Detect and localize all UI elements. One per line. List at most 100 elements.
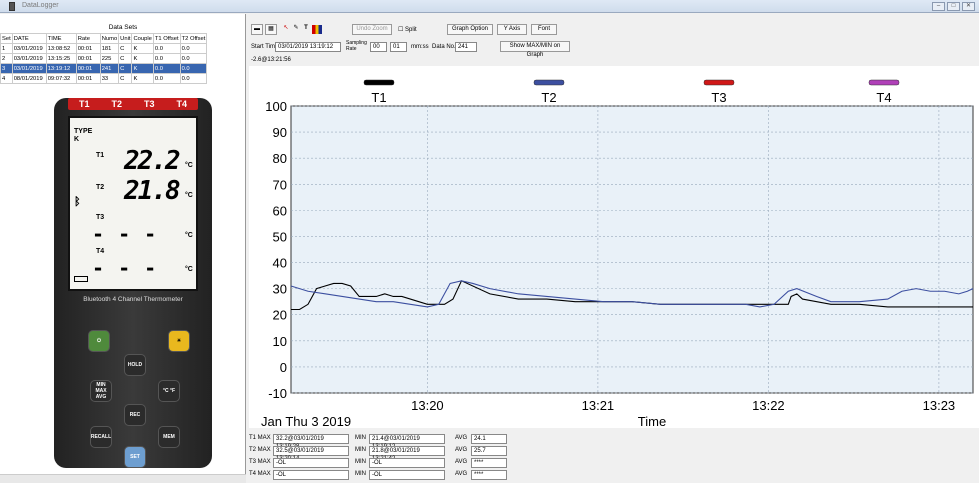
maximize-button[interactable]: □ <box>947 2 960 11</box>
temperature-chart[interactable]: -10 0 10 20 30 40 50 60 70 80 90 100 13:20 13:21 13:22… <box>249 66 979 429</box>
dataset-row[interactable]: 4 08/01/2019 09:07:32 00:01 33 C K 0.0 0.0 <box>0 73 208 84</box>
type-label: TYPE <box>74 128 93 135</box>
start-time-field[interactable]: 03/01/2019 13:19:12 <box>275 42 341 52</box>
table-cell: 13:19:12 <box>45 63 77 74</box>
rate-hours-select[interactable]: 00 <box>370 42 387 52</box>
avg-label: AVG <box>455 459 468 465</box>
table-cell: K <box>131 53 154 64</box>
color-palette-icon[interactable] <box>312 25 322 34</box>
legend-label-t2: T2 <box>541 90 556 105</box>
avg-field[interactable]: **** <box>471 470 507 480</box>
dataset-row[interactable]: 2 03/01/2019 13:15:25 00:01 225 C K 0.0 0.0 <box>0 53 208 64</box>
chan-t1: T1 <box>78 99 90 109</box>
y-tick-label: 90 <box>273 125 287 140</box>
table-cell: 0.0 <box>152 43 181 54</box>
min-field[interactable]: -OL <box>369 470 445 480</box>
table-cell: 03/01/2019 <box>11 53 47 64</box>
t1-unit: °C <box>185 162 193 169</box>
table-cell: 09:07:32 <box>45 73 77 84</box>
table-cell: C <box>118 43 133 54</box>
title-bar: DataLogger – □ ✕ <box>0 0 979 13</box>
column-header[interactable]: T1 Offset <box>152 33 181 44</box>
table-cell: 0.0 <box>152 73 181 84</box>
avg-field[interactable]: **** <box>471 458 507 468</box>
table-cell: 00:01 <box>75 63 101 74</box>
dataset-row[interactable]: 3 03/01/2019 13:19:12 00:01 241 C K 0.0 0.0 <box>0 63 208 74</box>
t1-value: 22.2 <box>124 146 181 176</box>
data-no-field[interactable]: 241 <box>455 42 477 52</box>
grid-view-icon[interactable]: ▦ <box>265 24 277 35</box>
y-tick-label: 10 <box>273 334 287 349</box>
split-checkbox[interactable]: ☐ Split <box>398 27 417 33</box>
table-cell: 00:01 <box>75 73 101 84</box>
column-header[interactable]: Couple <box>131 33 154 44</box>
text-icon[interactable]: T <box>304 25 308 31</box>
column-header[interactable]: T2 Offset <box>179 33 208 44</box>
font-button[interactable]: Font <box>531 24 557 35</box>
table-cell: 00:01 <box>75 43 101 54</box>
avg-field[interactable]: 24.1 <box>471 434 507 444</box>
chan-t2: T2 <box>111 99 122 109</box>
graph-option-button[interactable]: Graph Option <box>447 24 493 35</box>
type-value: K <box>74 136 80 143</box>
column-header[interactable]: TIME <box>45 33 77 44</box>
t1-label: T1 <box>96 152 105 159</box>
start-time-label: Start Time <box>251 44 279 50</box>
toolbar: ▬ ▦ ↖ ✎ T Undo Zoom ☐ Split Graph Option… <box>249 24 979 63</box>
t3-unit: °C <box>185 232 193 239</box>
close-button[interactable]: ✕ <box>962 2 975 11</box>
t2-label: T2 <box>96 184 105 191</box>
column-header[interactable]: Set <box>0 33 13 44</box>
rate-minutes-select[interactable]: 01 <box>390 42 407 52</box>
cursor-icon[interactable]: ↖ <box>283 25 289 31</box>
y-tick-label: 80 <box>273 151 287 166</box>
t3-label: T3 <box>96 214 105 221</box>
legend-swatch-t1 <box>363 79 395 86</box>
x-tick-label: 13:20 <box>411 398 444 413</box>
min-field[interactable]: -OL <box>369 458 445 468</box>
min-label: MIN <box>355 459 366 465</box>
meter-image: T1 T2 T3 T4 TYPE K T1 22.2 °C T2 21.8 °C… <box>54 98 212 468</box>
plot-area <box>290 105 974 394</box>
minimize-button[interactable]: – <box>932 2 945 11</box>
y-tick-label: -10 <box>268 386 287 401</box>
table-cell: 33 <box>99 73 120 84</box>
max-field[interactable]: 32.5@03/01/2019 13:20:14 <box>273 446 349 462</box>
table-cell: 08/01/2019 <box>11 73 47 84</box>
show-maxmin-button[interactable]: Show MAX/MIN on Graph <box>500 41 570 58</box>
y-tick-label: 100 <box>265 99 287 114</box>
column-header[interactable]: Rate <box>75 33 101 44</box>
max-label: T3 MAX <box>249 459 271 465</box>
column-header[interactable]: DATE <box>11 33 47 44</box>
chan-t3: T3 <box>143 99 155 109</box>
t2-value: 21.8 <box>124 176 181 206</box>
dataset-row[interactable]: 1 03/01/2019 13:08:52 00:01 181 C K 0.0 0.0 <box>0 43 208 54</box>
chart-area[interactable]: -10 0 10 20 30 40 50 60 70 80 90 100 13:20 13:21 13:22… <box>249 66 979 429</box>
pen-icon[interactable]: ✎ <box>293 25 299 31</box>
mem-key: MEM <box>158 426 180 448</box>
y-axis-button[interactable]: Y Axis <box>497 24 527 35</box>
column-header[interactable]: Numo <box>99 33 120 44</box>
date-label: Jan Thu 3 2019 <box>261 414 351 428</box>
window-title: DataLogger <box>22 2 59 9</box>
horizontal-scrollbar[interactable] <box>0 474 246 483</box>
table-cell: C <box>118 63 133 74</box>
min-label: MIN <box>355 471 366 477</box>
column-header[interactable]: Unit <box>118 33 133 44</box>
series-line-t1 <box>291 280 973 311</box>
x-tick-label: 13:22 <box>752 398 785 413</box>
min-field[interactable]: 21.8@03/01/2019 13:21:42 <box>369 446 445 462</box>
lcd-display: TYPE K T1 22.2 °C T2 21.8 °C ᛒ T3 - - - … <box>68 116 198 291</box>
max-field[interactable]: -OL <box>273 458 349 468</box>
y-tick-label: 40 <box>273 256 287 271</box>
undo-zoom-button[interactable]: Undo Zoom <box>352 24 392 35</box>
bluetooth-icon: ᛒ <box>74 196 81 208</box>
max-field[interactable]: 32.2@03/01/2019 13:19:28 <box>273 434 349 450</box>
list-view-icon[interactable]: ▬ <box>251 24 263 35</box>
max-field[interactable]: -OL <box>273 470 349 480</box>
table-cell: 0.0 <box>152 63 181 74</box>
legend-label-t1: T1 <box>371 90 386 105</box>
avg-field[interactable]: 25.7 <box>471 446 507 456</box>
min-field[interactable]: 21.4@03/01/2019 13:19:12 <box>369 434 445 450</box>
